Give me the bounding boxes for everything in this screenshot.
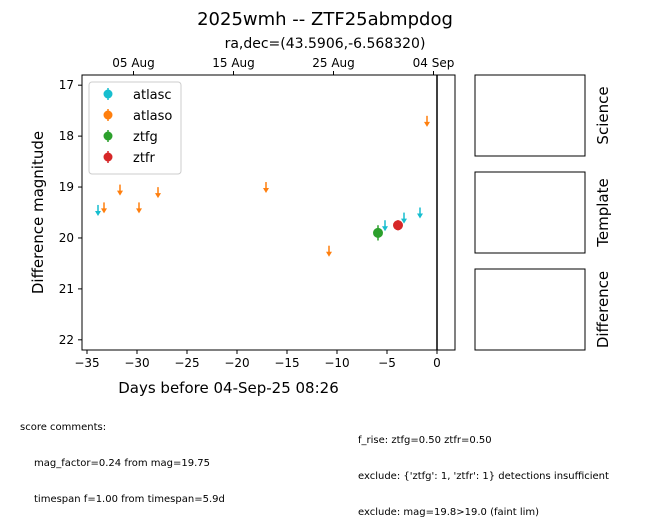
- legend-label: atlaso: [133, 109, 172, 124]
- y-axis-label: Difference magnitude: [29, 131, 47, 294]
- comment-line: mag_factor=0.24 from mag=19.75: [34, 458, 211, 469]
- upper-limit-arrow: [136, 208, 142, 214]
- x-tick-label: −5: [378, 356, 396, 370]
- cutout-panel-label: Science: [594, 86, 612, 144]
- x-tick-label: −25: [174, 356, 199, 370]
- x-tick-label: −15: [274, 356, 299, 370]
- legend-marker: [103, 110, 113, 120]
- x-tick-label: −30: [124, 356, 149, 370]
- legend-marker: [103, 89, 113, 99]
- legend-label: atlasc: [133, 88, 172, 103]
- x-tick-label: −10: [324, 356, 349, 370]
- y-tick-label: 20: [59, 231, 74, 245]
- legend-label: ztfg: [133, 130, 158, 145]
- top-tick-label: 05 Aug: [112, 56, 155, 70]
- exclusion-comments: f_rise: ztfg=0.50 ztfr=0.50 exclude: {'z…: [358, 411, 609, 531]
- y-tick-label: 18: [59, 129, 74, 143]
- comments-header: score comments:: [20, 422, 107, 433]
- upper-limit-arrow: [382, 226, 388, 232]
- legend-label: ztfr: [133, 151, 155, 166]
- y-tick-label: 21: [59, 282, 74, 296]
- cutout-panel-science: [474, 74, 586, 157]
- x-axis-label: Days before 04-Sep-25 08:26: [118, 379, 339, 397]
- top-tick-label: 15 Aug: [212, 56, 255, 70]
- upper-limit-arrow: [424, 121, 430, 127]
- upper-limit-arrow: [155, 193, 161, 199]
- cutout-panel-label: Template: [594, 178, 612, 247]
- cutout-panels: Science Template Difference: [474, 74, 612, 351]
- x-tick-label: −35: [74, 356, 99, 370]
- upper-limit-arrow: [95, 210, 101, 216]
- upper-limit-arrow: [326, 251, 332, 257]
- upper-limit-arrow: [117, 190, 123, 196]
- figure-subtitle: ra,dec=(43.5906,-6.568320): [225, 36, 426, 52]
- legend: atlasc atlaso ztfg ztfr: [88, 81, 182, 175]
- cutout-panel-difference: [474, 268, 586, 351]
- score-comments: score comments: mag_factor=0.24 from mag…: [20, 398, 225, 518]
- y-tick-label: 22: [59, 333, 74, 347]
- upper-limit-arrow: [101, 208, 107, 214]
- comment-line: exclude: mag=19.8>19.0 (faint lim): [358, 507, 540, 518]
- detection-point: [373, 227, 383, 238]
- detection-point: [393, 220, 403, 231]
- upper-limit-arrow: [401, 218, 407, 224]
- x-tick-label: −20: [224, 356, 249, 370]
- top-tick-label: 04 Sep: [413, 56, 455, 70]
- comment-line: exclude: {'ztfg': 1, 'ztfr': 1} detectio…: [358, 471, 609, 482]
- legend-marker: [103, 131, 113, 141]
- legend-marker: [103, 152, 113, 162]
- figure-title: 2025wmh -- ZTF25abmpdog: [197, 9, 453, 30]
- light-curve-figure: 2025wmh -- ZTF25abmpdog ra,dec=(43.5906,…: [29, 9, 612, 397]
- x-tick-label: 0: [433, 356, 441, 370]
- comment-line: f_rise: ztfg=0.50 ztfr=0.50: [358, 435, 492, 446]
- upper-limit-arrow: [263, 188, 269, 194]
- plot-frame: [81, 74, 456, 351]
- top-tick-label: 25 Aug: [312, 56, 355, 70]
- cutout-panel-template: [474, 171, 586, 254]
- legend-frame: [88, 81, 182, 175]
- y-tick-label: 19: [59, 180, 74, 194]
- y-tick-label: 17: [59, 78, 74, 92]
- comment-line: timespan f=1.00 from timespan=5.9d: [34, 494, 225, 505]
- upper-limit-arrow: [417, 213, 423, 219]
- plot-area: −35 −30 −25 −20 −15 −10 −5 0 05 Aug 15 Aug 25 Aug 0…: [29, 56, 456, 397]
- cutout-panel-label: Difference: [594, 271, 612, 348]
